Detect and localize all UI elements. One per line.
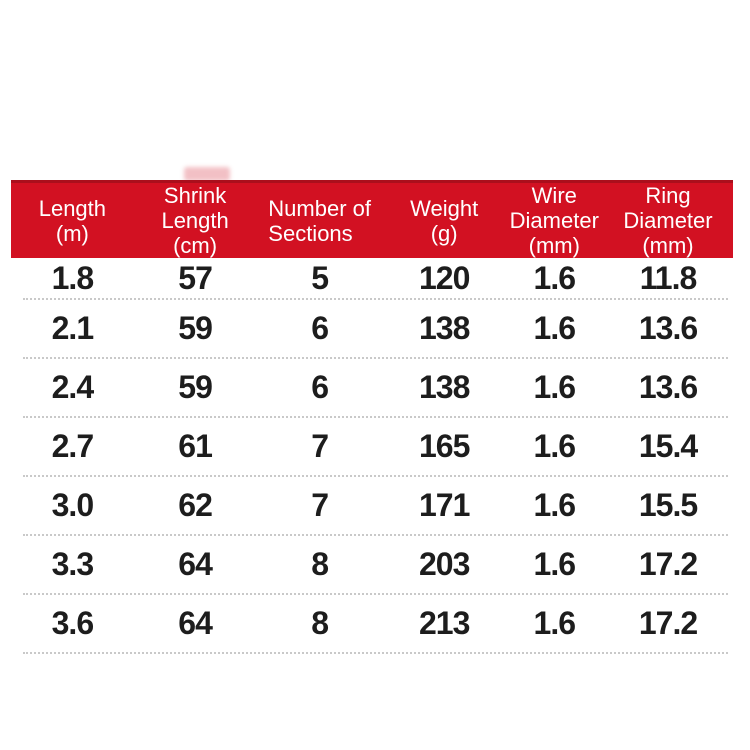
table-row: 3.3 64 8 203 1.6 17.2 [11,536,733,593]
row-separator [23,475,728,477]
spec-table-body: 1.8 57 5 120 1.6 11.8 2.1 59 6 138 1.6 1… [11,258,733,654]
header-col-wire-diameter: Wire Diameter (mm) [506,183,603,258]
cell-sections: 6 [311,310,329,346]
cell-weight: 138 [418,369,470,405]
header-line: Sections [268,220,353,246]
cell-ring-diameter: 15.4 [638,428,698,464]
cell-ring-diameter: 17.2 [638,546,698,582]
cell-length: 2.7 [51,428,94,464]
cell-shrink-length: 59 [178,369,213,405]
cell-sections: 8 [311,546,329,582]
row-separator [23,416,728,418]
header-col-ring-diameter: Ring Diameter (mm) [603,183,733,258]
cell-length: 3.0 [51,487,94,523]
header-line: Length [161,208,229,233]
header-line: (cm) [173,233,218,258]
header-line: Diameter [623,208,713,233]
cell-length: 2.1 [51,310,94,346]
row-separator [23,534,728,536]
header-col-length: Length (m) [11,196,134,246]
cell-wire-diameter: 1.6 [533,428,576,464]
cell-length: 2.4 [51,369,94,405]
header-col-sections: Number of Sections [256,196,382,246]
cell-sections: 7 [311,487,329,523]
header-col-weight: Weight (g) [383,196,506,246]
table-row: 3.0 62 7 171 1.6 15.5 [11,477,733,534]
row-separator [23,593,728,595]
header-col-shrink-length: Shrink Length (cm) [134,183,257,258]
table-row: 2.4 59 6 138 1.6 13.6 [11,359,733,416]
header-block: Number of Sections [268,196,371,246]
cell-weight: 203 [418,546,470,582]
header-line: Wire [531,183,577,208]
table-row: 3.6 64 8 213 1.6 17.2 [11,595,733,652]
header-line: (mm) [642,233,694,258]
cell-wire-diameter: 1.6 [533,310,576,346]
cell-wire-diameter: 1.6 [533,259,576,296]
header-line: Length [38,195,107,221]
header-line: (m) [55,220,89,246]
cell-sections: 8 [311,605,329,641]
cell-shrink-length: 64 [178,546,213,582]
cell-weight: 120 [418,259,470,296]
cell-wire-diameter: 1.6 [533,546,576,582]
header-line: Ring [645,183,691,208]
cell-weight: 165 [418,428,470,464]
header-line: (mm) [528,233,580,258]
spec-table-header: Length (m) Shrink Length (cm) Number of … [11,180,733,258]
cell-ring-diameter: 17.2 [638,605,698,641]
header-line: (g) [430,220,458,246]
table-row: 2.1 59 6 138 1.6 13.6 [11,300,733,357]
cell-length: 3.3 [51,546,94,582]
cell-sections: 6 [311,369,329,405]
cell-sections: 5 [311,259,329,296]
header-line: Number of [268,195,371,221]
row-separator [23,357,728,359]
faint-print-artifact [184,167,230,181]
row-separator [23,298,728,300]
cell-shrink-length: 59 [178,310,213,346]
header-line: Weight [410,195,479,221]
cell-length: 1.8 [51,259,94,296]
cell-length: 3.6 [51,605,94,641]
table-row: 2.7 61 7 165 1.6 15.4 [11,418,733,475]
cell-wire-diameter: 1.6 [533,369,576,405]
cell-ring-diameter: 15.5 [638,487,698,523]
cell-shrink-length: 61 [178,428,213,464]
table-row: 1.8 57 5 120 1.6 11.8 [11,258,733,298]
cell-shrink-length: 62 [178,487,213,523]
cell-ring-diameter: 13.6 [638,310,698,346]
row-separator [23,652,728,654]
cell-wire-diameter: 1.6 [533,487,576,523]
cell-sections: 7 [311,428,329,464]
cell-weight: 138 [418,310,470,346]
cell-wire-diameter: 1.6 [533,605,576,641]
cell-ring-diameter: 11.8 [639,259,698,296]
cell-shrink-length: 57 [178,259,213,296]
cell-weight: 171 [418,487,470,523]
cell-shrink-length: 64 [178,605,213,641]
cell-weight: 213 [418,605,470,641]
header-line: Shrink [163,183,227,208]
header-line: Diameter [509,208,599,233]
cell-ring-diameter: 13.6 [638,369,698,405]
